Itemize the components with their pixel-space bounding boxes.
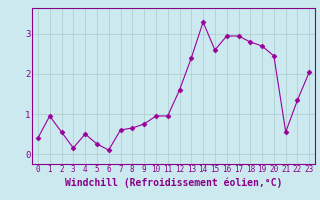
X-axis label: Windchill (Refroidissement éolien,°C): Windchill (Refroidissement éolien,°C) (65, 177, 282, 188)
